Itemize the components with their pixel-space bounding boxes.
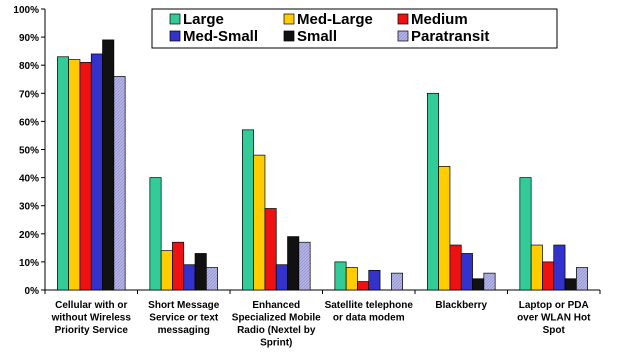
x-category-label: Short Message Service or text messaging [148, 300, 220, 336]
bar-med-large [253, 154, 266, 291]
plot-area: 0% 10% 20% 30% 40% 50% 60% 70% 80% 90% 100% Cellula… [13, 5, 601, 349]
bar-small [472, 278, 485, 291]
bar-small [564, 278, 577, 291]
bar-med-large [438, 166, 451, 291]
bar-large [149, 177, 162, 291]
bar-small [287, 236, 300, 291]
y-tick-label: 30% [19, 202, 39, 213]
y-tick-label: 70% [19, 89, 39, 100]
y-tick-label: 90% [19, 33, 39, 44]
legend-swatch [283, 13, 295, 25]
bar-large [334, 261, 347, 291]
legend-swatch [397, 13, 409, 25]
bar-small [102, 39, 115, 291]
bar-large [56, 56, 69, 291]
y-tick-label: 60% [19, 117, 39, 128]
y-tick-label: 0% [25, 286, 40, 297]
x-category-label: Enhanced Specialized Mobile Radio (Nextel … [232, 300, 321, 349]
legend-label: Medium [411, 11, 468, 28]
bar-medium [79, 62, 92, 291]
bar-paratransit [575, 267, 588, 291]
bar-medium [449, 244, 462, 291]
bar-med-large [345, 267, 358, 291]
bar-medium [264, 208, 277, 291]
bar-med-small [460, 253, 473, 291]
bar-small [194, 253, 207, 291]
legend-swatch [169, 13, 181, 25]
legend-swatch [283, 30, 295, 42]
bar-med-small [368, 269, 381, 291]
y-tick-label: 10% [19, 258, 39, 269]
bar-large [519, 177, 532, 291]
bar-paratransit [206, 267, 219, 291]
y-tick-label: 40% [19, 174, 39, 185]
bar-medium [542, 261, 555, 291]
bar-paratransit [483, 272, 496, 291]
y-tick-label: 100% [13, 5, 39, 16]
bar-large [242, 129, 255, 291]
legend-swatch [169, 30, 181, 42]
y-tick-label: 80% [19, 61, 39, 72]
bar-medium [172, 241, 185, 291]
legend-label: Small [297, 28, 337, 45]
bar-medium [357, 281, 370, 291]
bar-med-small [90, 53, 103, 291]
legend-label: Large [183, 11, 224, 28]
legend-label: Med-Large [297, 11, 373, 28]
x-category-label: Satellite telephone or data modem [325, 300, 414, 324]
x-category-label: Laptop or PDA over WLAN Hot Spot [517, 300, 591, 336]
bar-paratransit [391, 272, 404, 291]
legend-label: Med-Small [183, 28, 258, 45]
bar-med-large [68, 59, 81, 291]
bar-med-large [160, 250, 173, 291]
legend-box [151, 8, 558, 49]
bar-med-large [530, 244, 543, 291]
bar-large [427, 92, 440, 291]
y-tick-label: 50% [19, 146, 39, 157]
bar-paratransit [113, 76, 126, 291]
bar-med-small [275, 264, 288, 291]
y-tick-label: 20% [19, 230, 39, 241]
x-category-label: Blackberry [435, 300, 487, 311]
legend-swatch [397, 30, 409, 42]
x-category-label: Cellular with or without Wireless Priority… [51, 300, 132, 336]
bar-med-small [553, 244, 566, 291]
bar-paratransit [298, 241, 311, 291]
bar-med-small [183, 264, 196, 291]
legend-label: Paratransit [411, 28, 489, 45]
legend: Large Med-Large Medium Med-Small Small Paratr… [151, 8, 558, 49]
